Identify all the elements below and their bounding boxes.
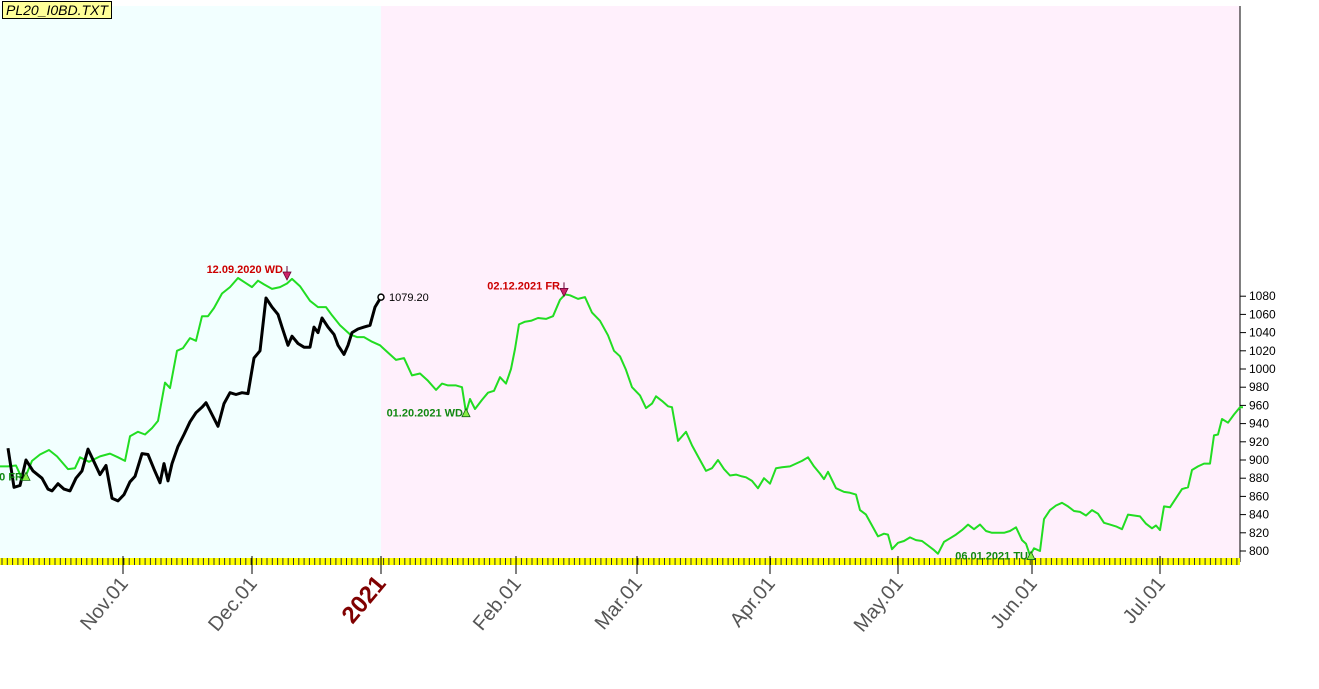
x-tick-label: Feb.01 xyxy=(469,573,526,635)
y-tick-label: 960 xyxy=(1249,398,1269,412)
low-label: 0 FR xyxy=(0,471,23,483)
low-label: 06.01.2021 TU xyxy=(955,551,1028,563)
x-axis-strip xyxy=(0,558,1240,565)
last-value-marker xyxy=(377,293,385,301)
file-label: PL20_I0BD.TXT xyxy=(2,1,112,19)
y-tick-label: 980 xyxy=(1249,380,1269,394)
low-marker xyxy=(21,471,31,481)
x-axis-minor-ticks xyxy=(1,558,1238,565)
y-tick-label: 1020 xyxy=(1249,344,1276,358)
x-tick-label: Jul.01 xyxy=(1119,573,1170,628)
series-lines: 1079.20 xyxy=(0,277,1243,557)
y-tick-label: 900 xyxy=(1249,453,1269,467)
x-axis: Nov.01 Dec.01 2021 Feb.01 Mar.01 Apr.01 May.01… xyxy=(76,556,1170,636)
y-tick-label: 1060 xyxy=(1249,307,1276,321)
future-region xyxy=(381,6,1240,558)
y-tick-label: 860 xyxy=(1249,489,1269,503)
y-tick-label: 820 xyxy=(1249,526,1269,540)
y-tick-label: 1000 xyxy=(1249,362,1276,376)
x-tick-label: Jun.01 xyxy=(986,573,1041,633)
x-tick-label: Apr.01 xyxy=(726,573,780,631)
x-tick-label: Nov.01 xyxy=(76,573,133,635)
low-label: 01.20.2021 WD xyxy=(387,408,463,420)
y-tick-label: 1040 xyxy=(1249,326,1276,340)
x-tick-label: Mar.01 xyxy=(591,573,647,634)
past-region xyxy=(0,6,381,558)
y-tick-label: 800 xyxy=(1249,544,1269,558)
y-tick-label: 840 xyxy=(1249,508,1269,522)
green-series-line xyxy=(0,277,1243,557)
low-marker xyxy=(461,407,471,418)
y-tick-label: 1080 xyxy=(1249,289,1276,303)
y-tick-label: 940 xyxy=(1249,417,1269,431)
annotations: 12.09.2020 WD 02.12.2021 FR 01.20.2021 WD 0… xyxy=(0,264,1036,563)
x-tick-label: Dec.01 xyxy=(204,573,262,636)
x-tick-label: May.01 xyxy=(850,573,908,636)
y-axis: 800 820 840 860 880 900 920 940 960 980 1000 1020 10… xyxy=(1240,289,1276,558)
high-label: 12.09.2020 WD xyxy=(207,264,283,276)
low-marker xyxy=(1026,550,1036,560)
y-tick-label: 920 xyxy=(1249,435,1269,449)
high-label: 02.12.2021 FR xyxy=(487,280,560,292)
y-tick-label: 880 xyxy=(1249,471,1269,485)
last-value-label: 1079.20 xyxy=(389,292,429,304)
x-tick-label-year: 2021 xyxy=(337,571,392,629)
black-series-line xyxy=(6,296,383,503)
